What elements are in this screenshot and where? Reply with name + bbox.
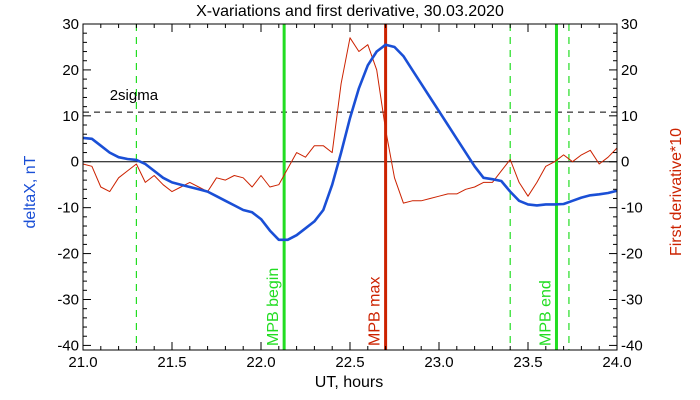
y-tick-label-left-4: -10 [57,200,79,217]
x-tick-label-6: 24.0 [602,354,631,371]
y-tick-label-right-5: -20 [621,246,643,263]
y-tick-label-right-6: -30 [621,291,643,308]
y-tick-label-left-2: 10 [62,108,79,125]
plot-area: 2sigma MPB begin MPB max MPB end 30 30 20 20 10 1… [57,16,642,371]
marker-label-4: MPB end [537,280,554,346]
x-tick-label-4: 23.0 [424,354,453,371]
left-axis-title: deltaX, nT [22,155,39,228]
marker-label-2: MPB max [367,277,384,346]
y-tick-label-left-6: -30 [57,291,79,308]
y-tick-label-right-4: -10 [621,200,643,217]
x-tick-label-1: 21.5 [157,354,186,371]
x-tick-label-5: 23.5 [513,354,542,371]
y-tick-label-right-3: 0 [621,154,629,171]
y-tick-label-right-1: 20 [621,62,638,79]
y-tick-label-left-0: 30 [62,16,79,33]
series-line-0 [82,43,618,242]
x-tick-label-0: 21.0 [68,354,97,371]
marker-label-1: MPB begin [265,268,282,346]
x-axis-title: UT, hours [315,374,383,391]
y-tick-label-right-0: 30 [621,16,638,33]
right-axis-title: First derivative*10 [668,128,685,256]
y-tick-label-right-7: -40 [621,337,643,354]
x-tick-label-3: 22.5 [335,354,364,371]
chart-title: X-variations and first derivative, 30.03… [196,3,504,20]
threshold-label: 2sigma [110,87,159,104]
y-tick-label-left-3: 0 [71,154,79,171]
y-tick-label-left-7: -40 [57,337,79,354]
y-tick-label-left-1: 20 [62,62,79,79]
y-tick-label-left-5: -20 [57,246,79,263]
x-tick-label-2: 22.0 [246,354,275,371]
series-line-1 [82,37,618,204]
y-tick-label-right-2: 10 [621,108,638,125]
